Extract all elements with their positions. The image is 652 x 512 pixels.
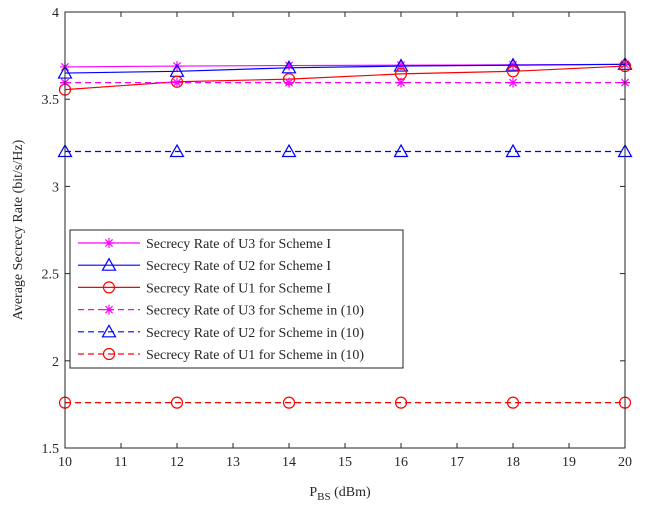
x-tick-label: 17: [450, 455, 464, 470]
data-point: [505, 143, 521, 158]
y-axis-label: Average Secrecy Rate (bit/s/Hz): [11, 139, 26, 320]
data-point-stroke: [172, 61, 182, 72]
data-point-stroke: [284, 60, 294, 71]
x-tick-label: 16: [394, 455, 408, 470]
data-point: [172, 77, 182, 88]
x-tick-label: 20: [618, 455, 632, 470]
data-point: [172, 61, 182, 72]
legend-marker-stroke: [104, 238, 114, 248]
x-tick-label: 18: [506, 455, 520, 470]
x-tick-label: 19: [562, 455, 576, 470]
data-point-stroke: [284, 77, 294, 88]
legend-marker: [102, 347, 116, 361]
legend-label: Secrecy Rate of U3 for Scheme in (10): [146, 304, 364, 319]
x-tick-label: 12: [170, 455, 184, 470]
x-axis-label-main: P: [309, 485, 317, 500]
legend-label: Secrecy Rate of U1 for Scheme I: [146, 281, 331, 296]
data-point-stroke: [508, 77, 518, 88]
x-tick-label: 15: [338, 455, 352, 470]
y-tick-label: 2: [52, 355, 59, 370]
legend-label: Secrecy Rate of U2 for Scheme in (10): [146, 326, 364, 341]
legend-label: Secrecy Rate of U1 for Scheme in (10): [146, 348, 364, 363]
legend-label: Secrecy Rate of U2 for Scheme I: [146, 259, 331, 274]
x-tick-label: 10: [58, 455, 72, 470]
data-point: [169, 143, 185, 158]
data-point: [393, 58, 409, 72]
y-tick-label: 3: [52, 180, 59, 195]
y-tick-label: 3.5: [42, 93, 60, 108]
x-tick-label: 13: [226, 455, 240, 470]
data-point: [284, 60, 294, 71]
x-axis-label-unit: (dBm): [331, 485, 371, 500]
legend-marker: [104, 238, 114, 248]
x-axis-label: PBS (dBm): [309, 485, 371, 503]
legend-marker: [104, 304, 114, 315]
series-line: [64, 63, 626, 74]
y-tick-label: 4: [52, 6, 59, 21]
ticks-layer: 10 11 12 13 14 15 16 17 18 19 20 1.5 2 2.5 3 3.5 4: [42, 6, 633, 470]
data-point: [393, 143, 409, 158]
legend-entry: Secrecy Rate of U1 for Scheme in (10): [78, 347, 364, 363]
data-point: [170, 396, 184, 409]
data-point: [508, 77, 518, 88]
legend-label: Secrecy Rate of U3 for Scheme I: [146, 237, 331, 252]
data-point: [396, 77, 406, 88]
data-point: [505, 57, 521, 71]
data-point: [394, 396, 408, 409]
legend: Secrecy Rate of U3 for Scheme I Secrecy R…: [69, 229, 404, 369]
legend-entry: Secrecy Rate of U2 for Scheme I: [78, 257, 331, 274]
data-point-stroke: [172, 77, 182, 88]
data-point-stroke: [396, 60, 406, 71]
plot-frame: [64, 11, 626, 449]
legend-marker: [102, 281, 116, 294]
legend-box: [69, 229, 404, 369]
data-point: [281, 143, 297, 158]
data-point: [506, 65, 520, 78]
data-point: [396, 60, 406, 71]
data-point: [282, 396, 296, 409]
legend-entry: Secrecy Rate of U1 for Scheme I: [78, 281, 331, 296]
x-tick-label: 14: [282, 455, 296, 470]
legend-marker-stroke: [104, 304, 114, 315]
legend-entry: Secrecy Rate of U3 for Scheme I: [78, 237, 331, 252]
y-tick-label: 2.5: [42, 268, 60, 283]
x-axis-label-subscript: BS: [317, 491, 330, 503]
data-point: [281, 60, 297, 74]
y-tick-label: 1.5: [42, 442, 60, 457]
legend-marker: [101, 257, 117, 271]
x-tick-label: 11: [114, 455, 127, 470]
data-point: [284, 77, 294, 88]
data-point-stroke: [396, 77, 406, 88]
legend-entry: Secrecy Rate of U3 for Scheme in (10): [78, 304, 364, 319]
legend-entry: Secrecy Rate of U2 for Scheme in (10): [78, 324, 364, 341]
legend-marker: [101, 324, 117, 338]
data-point: [506, 396, 520, 409]
